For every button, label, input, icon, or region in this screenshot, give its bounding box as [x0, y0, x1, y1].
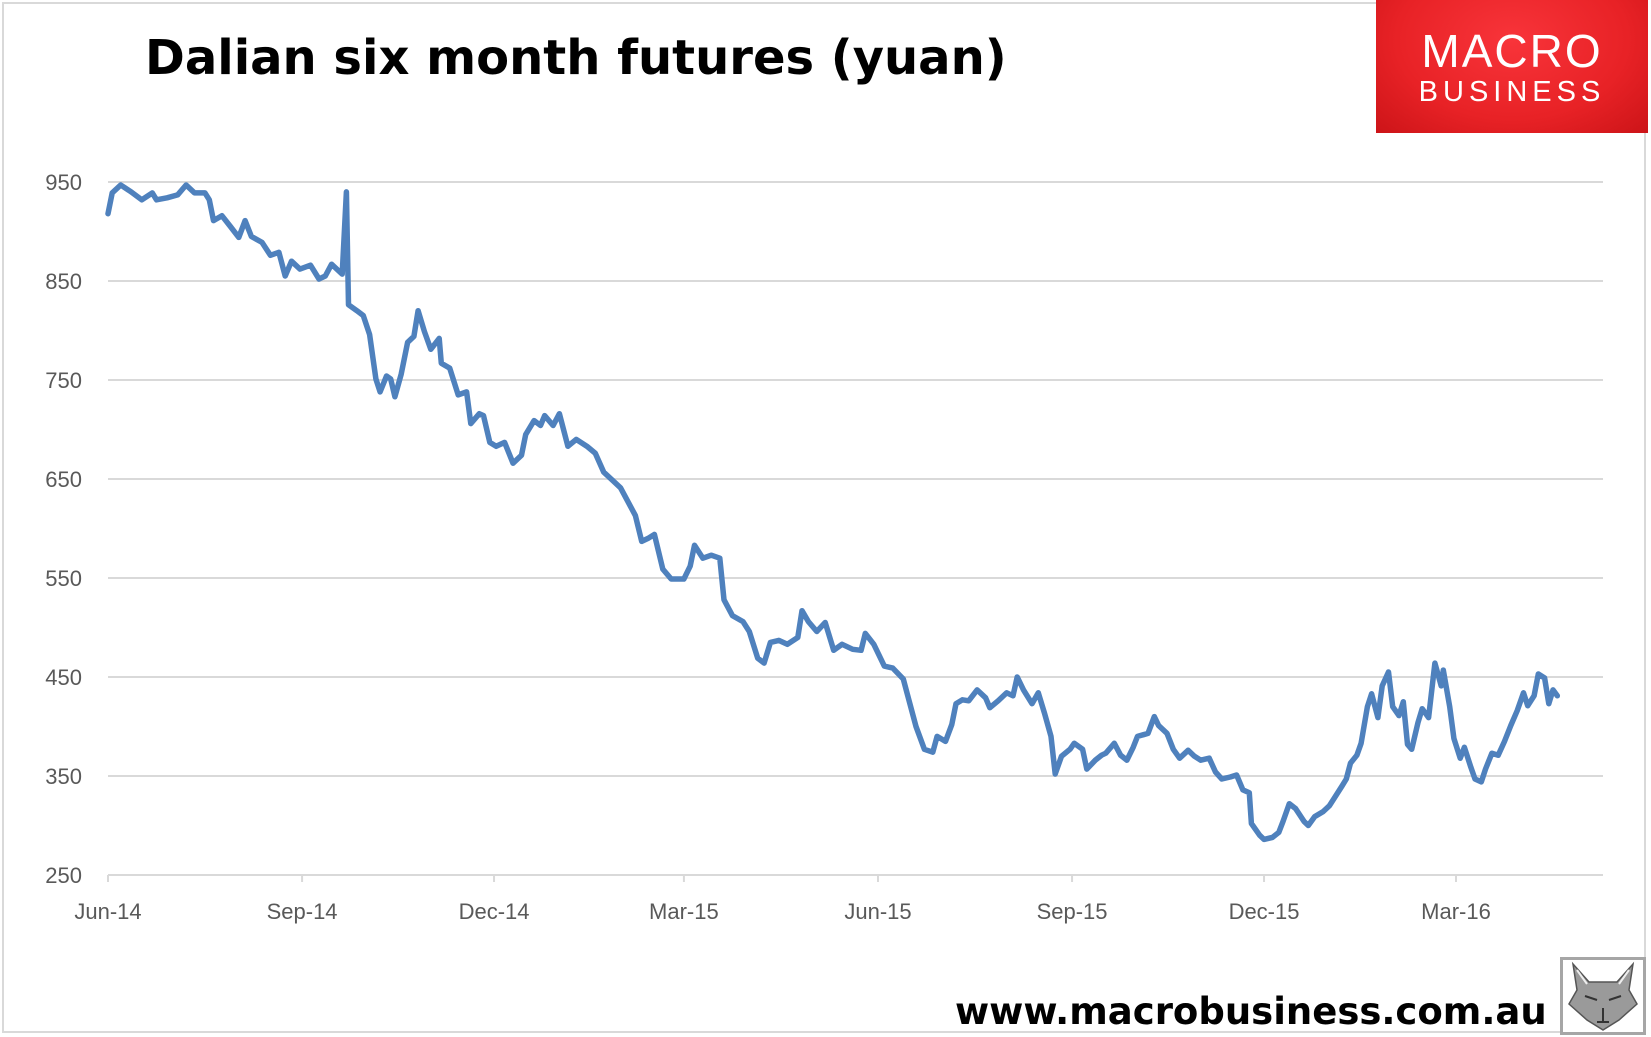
x-tick-label: Sep-15	[1037, 899, 1108, 924]
y-tick-label: 550	[45, 566, 82, 591]
y-tick-label: 950	[45, 170, 82, 195]
x-tick-label: Jun-15	[844, 899, 911, 924]
x-tick-label: Jun-14	[74, 899, 141, 924]
logo-line-1: MACRO	[1421, 25, 1603, 77]
y-tick-label: 850	[45, 269, 82, 294]
macrobusiness-logo: MACRO BUSINESS	[1376, 0, 1648, 133]
chart-title: Dalian six month futures (yuan)	[145, 30, 1007, 86]
y-tick-label: 450	[45, 665, 82, 690]
x-tick-label: Mar-15	[649, 899, 719, 924]
x-tick-label: Dec-14	[459, 899, 530, 924]
x-tick-label: Mar-16	[1421, 899, 1491, 924]
x-tick-label: Dec-15	[1229, 899, 1300, 924]
x-tick-label: Sep-14	[267, 899, 338, 924]
series-line	[105, 182, 1561, 843]
y-tick-label: 250	[45, 863, 82, 888]
fox-icon	[1560, 957, 1646, 1035]
y-tick-label: 750	[45, 368, 82, 393]
y-tick-label: 650	[45, 467, 82, 492]
y-tick-label: 350	[45, 764, 82, 789]
logo-line-2: BUSINESS	[1418, 76, 1606, 108]
website-url: www.macrobusiness.com.au	[955, 990, 1547, 1033]
